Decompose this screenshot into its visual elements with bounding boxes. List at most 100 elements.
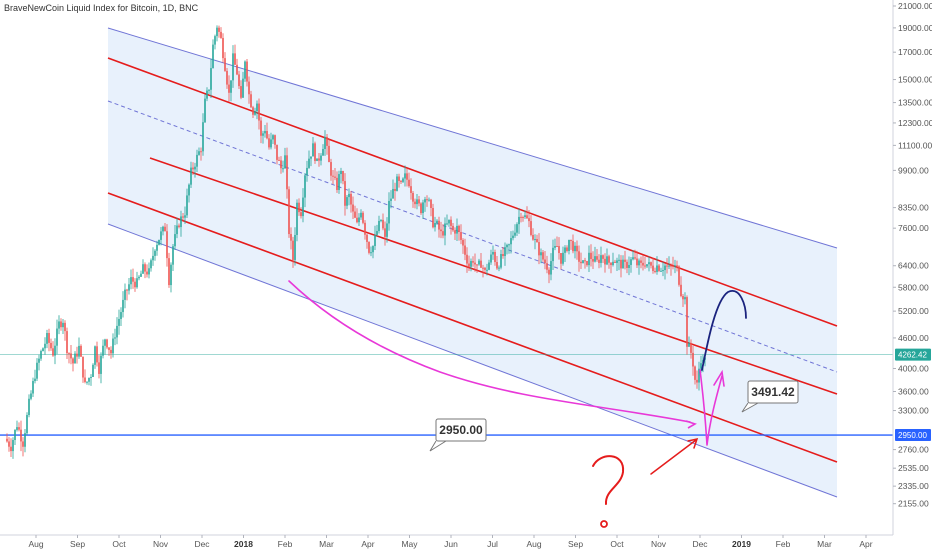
candle-body <box>696 379 698 383</box>
candle-body <box>574 245 576 252</box>
candle-body <box>394 188 396 191</box>
question-mark-curve[interactable] <box>592 455 625 505</box>
candle <box>454 227 456 240</box>
candle-body <box>162 226 164 232</box>
candle <box>136 271 138 289</box>
candle-body <box>528 218 530 222</box>
candle-body <box>456 225 458 234</box>
candle <box>502 247 504 259</box>
candle <box>586 260 588 267</box>
x-tick-label: Feb <box>776 539 791 549</box>
candle-body <box>500 254 502 268</box>
channel-upper-line[interactable] <box>107 27 838 249</box>
candle <box>492 245 494 260</box>
candle-body <box>504 247 506 257</box>
candle-body <box>590 252 592 260</box>
candle <box>472 256 474 267</box>
red-line-3[interactable] <box>107 192 838 463</box>
candle <box>98 355 100 379</box>
candle-body <box>610 262 612 266</box>
candle <box>94 345 96 369</box>
candle-body <box>640 260 642 263</box>
red-line-1[interactable] <box>107 57 838 327</box>
candle-body <box>378 220 380 232</box>
candle-body <box>462 239 464 246</box>
candle-body <box>92 364 94 377</box>
navy-projection-curve[interactable] <box>701 289 747 371</box>
candle <box>278 156 280 161</box>
candle-body <box>276 144 278 160</box>
x-tick-label: 2018 <box>234 539 253 549</box>
candle <box>54 338 56 365</box>
candle <box>92 363 94 377</box>
candle <box>626 259 628 274</box>
candle <box>366 233 368 249</box>
candle-body <box>374 234 376 247</box>
candle <box>428 197 430 202</box>
candle <box>210 58 212 98</box>
candle <box>582 259 584 264</box>
candle-body <box>658 265 660 271</box>
candle <box>650 261 652 269</box>
candle <box>390 190 392 209</box>
candle <box>284 147 286 170</box>
candle <box>286 147 288 199</box>
candle-body <box>64 322 66 332</box>
candle-body <box>464 245 466 255</box>
candle-body <box>274 135 276 145</box>
candle <box>200 147 202 161</box>
candle-body <box>522 217 524 219</box>
candle-body <box>174 234 176 247</box>
candle-body <box>450 219 452 226</box>
candle <box>462 238 464 254</box>
candle <box>374 225 376 251</box>
level-price-badge[interactable]: 2950.00 <box>895 429 931 442</box>
red-arrow[interactable] <box>650 437 699 475</box>
candle-body <box>356 217 358 223</box>
candle-body <box>382 219 384 229</box>
candle-body <box>692 352 694 367</box>
candle-body <box>332 175 334 177</box>
candle <box>632 250 634 261</box>
candle <box>288 186 290 238</box>
level-callout[interactable]: 2950.00 <box>429 418 487 452</box>
channel-mid-line[interactable] <box>107 100 838 373</box>
candle-body <box>296 202 298 235</box>
candle <box>314 141 316 164</box>
pink-zigzag[interactable] <box>699 369 725 446</box>
candle <box>644 256 646 269</box>
candle <box>500 249 502 270</box>
candle <box>78 337 80 359</box>
candle-body <box>676 265 678 267</box>
candle-body <box>322 148 324 156</box>
candle-body <box>518 216 520 225</box>
callouts-layer: 2950.00 3491.42 <box>429 380 799 452</box>
candle <box>274 134 276 149</box>
candle-body <box>552 247 554 262</box>
candle-body <box>684 297 686 300</box>
candle <box>344 173 346 216</box>
channel-lower-line[interactable] <box>107 223 838 498</box>
candle-body <box>314 143 316 161</box>
candle-body <box>266 131 268 139</box>
candle-body <box>370 252 372 254</box>
candle <box>248 76 250 104</box>
candle-body <box>564 247 566 253</box>
candle-body <box>700 363 702 369</box>
target-callout-pointer <box>741 402 759 413</box>
y-tick-label: 3300.00 <box>898 406 929 416</box>
candle <box>684 292 686 305</box>
current-price-badge[interactable]: 4262.42 <box>895 348 931 361</box>
candle-body <box>142 264 144 274</box>
target-callout[interactable]: 3491.42 <box>741 380 799 413</box>
candle-body <box>256 103 258 111</box>
candle <box>550 253 552 281</box>
candle-body <box>444 223 446 236</box>
candle <box>628 256 630 276</box>
pink-curve[interactable] <box>288 280 691 423</box>
x-tick-label: Aug <box>526 539 541 549</box>
candle-body <box>132 277 134 282</box>
candle-body <box>44 343 46 349</box>
candle-body <box>416 199 418 205</box>
